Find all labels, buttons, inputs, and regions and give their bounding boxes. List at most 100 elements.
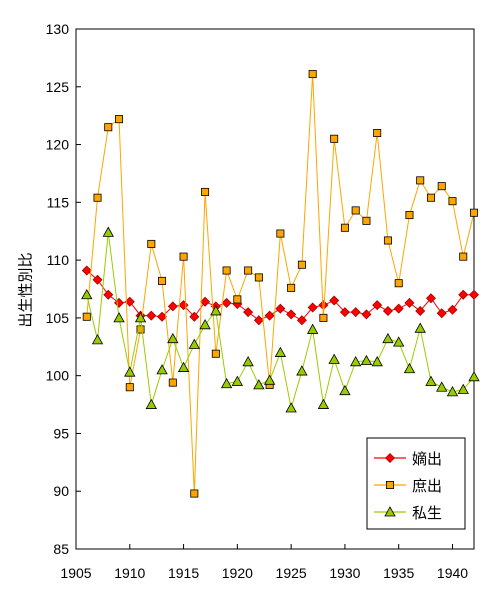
data-point [328,353,340,364]
data-point [329,295,340,306]
legend-marker [384,506,396,517]
x-tick-label: 1915 [168,565,199,581]
data-point [134,312,147,323]
data-point [275,303,286,314]
data-point [190,489,199,498]
data-point [339,307,350,318]
data-point [317,398,330,409]
data-point [350,307,361,318]
data-point [124,366,136,377]
data-point [437,182,446,191]
data-point [222,266,231,275]
x-tick-label: 1905 [60,565,91,581]
data-point [188,338,201,349]
data-point [167,332,179,344]
data-point [201,187,210,196]
x-tick-label: 1910 [114,565,145,581]
data-point [330,134,339,143]
data-point [81,265,92,276]
y-tick-label: 90 [53,483,69,499]
data-point [113,312,125,323]
legend-marker [385,480,394,489]
data-point [349,355,362,367]
data-point [91,334,104,345]
data-point [403,362,416,374]
data-point [339,384,351,396]
data-point [242,355,254,367]
data-point [276,229,285,238]
data-point [147,239,156,248]
data-point [362,216,371,225]
data-point [426,193,435,202]
data-point [254,273,263,282]
data-point [287,283,296,292]
legend-label: 嫡出 [412,450,442,468]
data-point [244,266,253,275]
data-point [82,312,91,321]
axes: 85 90 95 100 105 110 115 120 125 130 1905 1910 1915 1… [46,21,475,581]
data-point [136,325,145,334]
data-point [253,315,264,326]
data-point [168,378,177,387]
data-point [319,313,328,322]
legend-marker [385,453,395,463]
data-point [264,310,275,321]
data-point [102,226,114,237]
data-point [146,310,157,321]
data-point [145,398,157,409]
data-point [340,223,349,232]
data-point [404,297,415,308]
data-point [210,305,222,316]
data-point [189,311,200,322]
data-point [93,193,102,202]
data-point [92,274,103,285]
data-point [306,323,319,334]
data-point [211,349,220,358]
y-tick-label: 105 [46,310,70,326]
data-point [360,354,373,366]
data-point [179,252,188,261]
data-point [115,115,124,124]
x-tick-label: 1925 [276,565,307,581]
data-point [296,365,308,376]
plot-frame [75,28,475,550]
data-point [177,361,190,372]
data-point [233,295,242,304]
data-point [459,252,468,261]
data-point [425,293,436,304]
data-point [371,355,383,367]
data-point [114,297,125,308]
data-point [436,308,447,319]
data-point [221,297,232,308]
data-point [285,402,297,413]
y-tick-label: 130 [46,21,70,37]
x-tick-label: 1940 [437,565,468,581]
data-point [414,322,426,333]
data-point [308,70,317,79]
data-point [103,289,114,300]
data-point [220,377,233,389]
y-tick-label: 125 [46,79,70,95]
y-tick-label: 85 [53,541,69,557]
data-point [468,370,480,382]
data-point [231,375,244,386]
data-point [243,307,254,318]
data-point [373,128,382,137]
data-point [200,296,211,307]
legend-label: 私生 [412,504,442,522]
data-point [457,383,469,394]
data-point [372,300,383,311]
y-tick-label: 110 [47,252,70,268]
data-point [416,176,425,185]
y-tick-label: 100 [46,368,70,384]
data-point [394,279,403,288]
data-point [157,311,168,322]
data-point [351,206,360,215]
series-layer [81,70,480,498]
data-point [253,379,265,390]
legend-label: 庶出 [412,477,442,495]
data-point [307,302,318,313]
x-tick-label: 1935 [383,565,414,581]
